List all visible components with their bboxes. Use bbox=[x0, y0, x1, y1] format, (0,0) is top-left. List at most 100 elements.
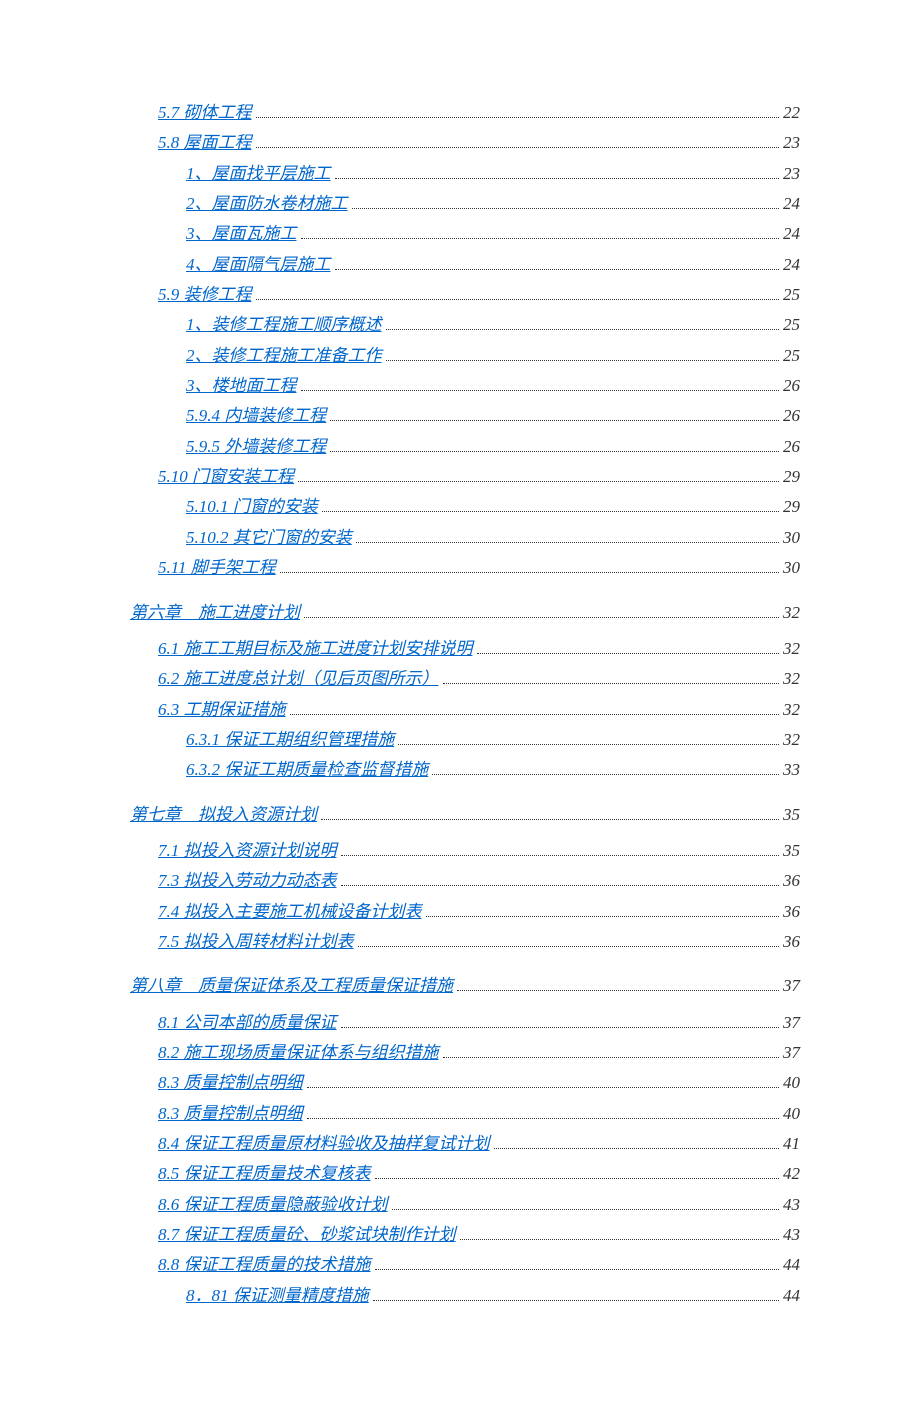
toc-link[interactable]: 2、屋面防水卷材施工 bbox=[186, 191, 348, 217]
toc-entry: 6.3 工期保证措施 32 bbox=[158, 697, 800, 723]
toc-link[interactable]: 1、装修工程施工顺序概述 bbox=[186, 312, 382, 338]
toc-link[interactable]: 5.9 装修工程 bbox=[158, 282, 252, 308]
toc-link[interactable]: 5.10 门窗安装工程 bbox=[158, 464, 294, 490]
toc-dot-leader bbox=[477, 653, 780, 654]
toc-page-number: 30 bbox=[783, 525, 800, 551]
toc-page-number: 32 bbox=[783, 666, 800, 692]
toc-entry: 4、屋面隔气层施工 24 bbox=[186, 252, 800, 278]
toc-page-number: 37 bbox=[783, 1010, 800, 1036]
toc-dot-leader bbox=[301, 390, 780, 391]
toc-dot-leader bbox=[307, 1087, 780, 1088]
toc-page-number: 32 bbox=[783, 697, 800, 723]
toc-page-number: 36 bbox=[783, 929, 800, 955]
toc-link[interactable]: 3、楼地面工程 bbox=[186, 373, 297, 399]
toc-link[interactable]: 第八章 质量保证体系及工程质量保证措施 bbox=[130, 973, 453, 999]
toc-page-number: 36 bbox=[783, 899, 800, 925]
toc-entry: 7.5 拟投入周转材料计划表 36 bbox=[158, 929, 800, 955]
toc-page-number: 35 bbox=[783, 802, 800, 828]
toc-dot-leader bbox=[426, 916, 780, 917]
toc-dot-leader bbox=[330, 451, 779, 452]
toc-page-number: 43 bbox=[783, 1222, 800, 1248]
toc-link[interactable]: 6.2 施工进度总计划（见后页图所示） bbox=[158, 666, 439, 692]
toc-link[interactable]: 第七章 拟投入资源计划 bbox=[130, 802, 317, 828]
toc-link[interactable]: 7.5 拟投入周转材料计划表 bbox=[158, 929, 354, 955]
toc-link[interactable]: 8．81 保证测量精度措施 bbox=[186, 1283, 369, 1309]
toc-link[interactable]: 7.4 拟投入主要施工机械设备计划表 bbox=[158, 899, 422, 925]
toc-entry: 6.3.2 保证工期质量检查监督措施33 bbox=[186, 757, 800, 783]
toc-link[interactable]: 8.3 质量控制点明细 bbox=[158, 1101, 303, 1127]
toc-link[interactable]: 1、屋面找平层施工 bbox=[186, 161, 331, 187]
toc-page-number: 44 bbox=[783, 1252, 800, 1278]
toc-dot-leader bbox=[341, 885, 780, 886]
toc-page-number: 22 bbox=[783, 100, 800, 126]
toc-dot-leader bbox=[373, 1300, 779, 1301]
toc-entry: 6.2 施工进度总计划（见后页图所示） 32 bbox=[158, 666, 800, 692]
toc-link[interactable]: 8.3 质量控制点明细 bbox=[158, 1070, 303, 1096]
toc-page-number: 23 bbox=[783, 130, 800, 156]
toc-link[interactable]: 5.9.5 外墙装修工程 bbox=[186, 434, 326, 460]
toc-entry: 8.2 施工现场质量保证体系与组织措施37 bbox=[158, 1040, 800, 1066]
toc-dot-leader bbox=[432, 774, 779, 775]
toc-page-number: 44 bbox=[783, 1283, 800, 1309]
toc-entry: 8.8 保证工程质量的技术措施 44 bbox=[158, 1252, 800, 1278]
toc-page-number: 32 bbox=[783, 636, 800, 662]
toc-link[interactable]: 7.3 拟投入劳动力动态表 bbox=[158, 868, 337, 894]
toc-link[interactable]: 6.1 施工工期目标及施工进度计划安排说明 bbox=[158, 636, 473, 662]
toc-link[interactable]: 8.1 公司本部的质量保证 bbox=[158, 1010, 337, 1036]
toc-link[interactable]: 4、屋面隔气层施工 bbox=[186, 252, 331, 278]
toc-page-number: 26 bbox=[783, 373, 800, 399]
toc-entry: 8.1 公司本部的质量保证 37 bbox=[158, 1010, 800, 1036]
toc-link[interactable]: 8.5 保证工程质量技术复核表 bbox=[158, 1161, 371, 1187]
toc-link[interactable]: 5.10.1 门窗的安装 bbox=[186, 494, 318, 520]
toc-dot-leader bbox=[335, 269, 780, 270]
toc-dot-leader bbox=[322, 511, 779, 512]
toc-page-number: 40 bbox=[783, 1101, 800, 1127]
toc-link[interactable]: 5.7 砌体工程 bbox=[158, 100, 252, 126]
toc-link[interactable]: 8.4 保证工程质量原材料验收及抽样复试计划 bbox=[158, 1131, 490, 1157]
toc-dot-leader bbox=[443, 683, 780, 684]
toc-entry: 7.3 拟投入劳动力动态表36 bbox=[158, 868, 800, 894]
toc-link[interactable]: 3、屋面瓦施工 bbox=[186, 221, 297, 247]
toc-link[interactable]: 6.3 工期保证措施 bbox=[158, 697, 286, 723]
toc-dot-leader bbox=[356, 542, 779, 543]
toc-link[interactable]: 8.8 保证工程质量的技术措施 bbox=[158, 1252, 371, 1278]
toc-dot-leader bbox=[341, 1027, 780, 1028]
toc-entry: 5.9 装修工程25 bbox=[158, 282, 800, 308]
toc-dot-leader bbox=[386, 329, 780, 330]
toc-dot-leader bbox=[280, 572, 779, 573]
toc-link[interactable]: 5.10.2 其它门窗的安装 bbox=[186, 525, 352, 551]
toc-page-number: 32 bbox=[783, 600, 800, 626]
toc-link[interactable]: 5.11 脚手架工程 bbox=[158, 555, 276, 581]
toc-link[interactable]: 7.1 拟投入资源计划说明 bbox=[158, 838, 337, 864]
toc-link[interactable]: 6.3.1 保证工期组织管理措施 bbox=[186, 727, 394, 753]
toc-page-number: 35 bbox=[783, 838, 800, 864]
toc-entry: 5.9.5 外墙装修工程26 bbox=[186, 434, 800, 460]
toc-dot-leader bbox=[256, 299, 780, 300]
toc-page-number: 24 bbox=[783, 252, 800, 278]
toc-link[interactable]: 5.9.4 内墙装修工程 bbox=[186, 403, 326, 429]
toc-entry: 8.7 保证工程质量砼、砂浆试块制作计划 43 bbox=[158, 1222, 800, 1248]
toc-link[interactable]: 第六章 施工进度计划 bbox=[130, 600, 300, 626]
toc-link[interactable]: 6.3.2 保证工期质量检查监督措施 bbox=[186, 757, 428, 783]
toc-entry: 5.10.1 门窗的安装29 bbox=[186, 494, 800, 520]
toc-entry: 3、楼地面工程 26 bbox=[186, 373, 800, 399]
toc-entry: 5.9.4 内墙装修工程26 bbox=[186, 403, 800, 429]
toc-entry: 7.4 拟投入主要施工机械设备计划表 36 bbox=[158, 899, 800, 925]
toc-entry: 1、屋面找平层施工 23 bbox=[186, 161, 800, 187]
toc-link[interactable]: 5.8 屋面工程 bbox=[158, 130, 252, 156]
toc-link[interactable]: 2、装修工程施工准备工作 bbox=[186, 343, 382, 369]
toc-link[interactable]: 8.2 施工现场质量保证体系与组织措施 bbox=[158, 1040, 439, 1066]
toc-entry: 7.1 拟投入资源计划说明 35 bbox=[158, 838, 800, 864]
toc-entry: 8.4 保证工程质量原材料验收及抽样复试计划41 bbox=[158, 1131, 800, 1157]
toc-page-number: 37 bbox=[783, 973, 800, 999]
toc-link[interactable]: 8.7 保证工程质量砼、砂浆试块制作计划 bbox=[158, 1222, 456, 1248]
toc-entry: 8.3 质量控制点明细 40 bbox=[158, 1101, 800, 1127]
toc-entry: 8．81 保证测量精度措施 44 bbox=[186, 1283, 800, 1309]
toc-entry: 5.10.2 其它门窗的安装 30 bbox=[186, 525, 800, 551]
toc-link[interactable]: 8.6 保证工程质量隐蔽验收计划 bbox=[158, 1192, 388, 1218]
toc-entry: 3、屋面瓦施工24 bbox=[186, 221, 800, 247]
toc-dot-leader bbox=[398, 744, 779, 745]
toc-page-number: 42 bbox=[783, 1161, 800, 1187]
toc-page-number: 23 bbox=[783, 161, 800, 187]
toc-dot-leader bbox=[301, 238, 780, 239]
